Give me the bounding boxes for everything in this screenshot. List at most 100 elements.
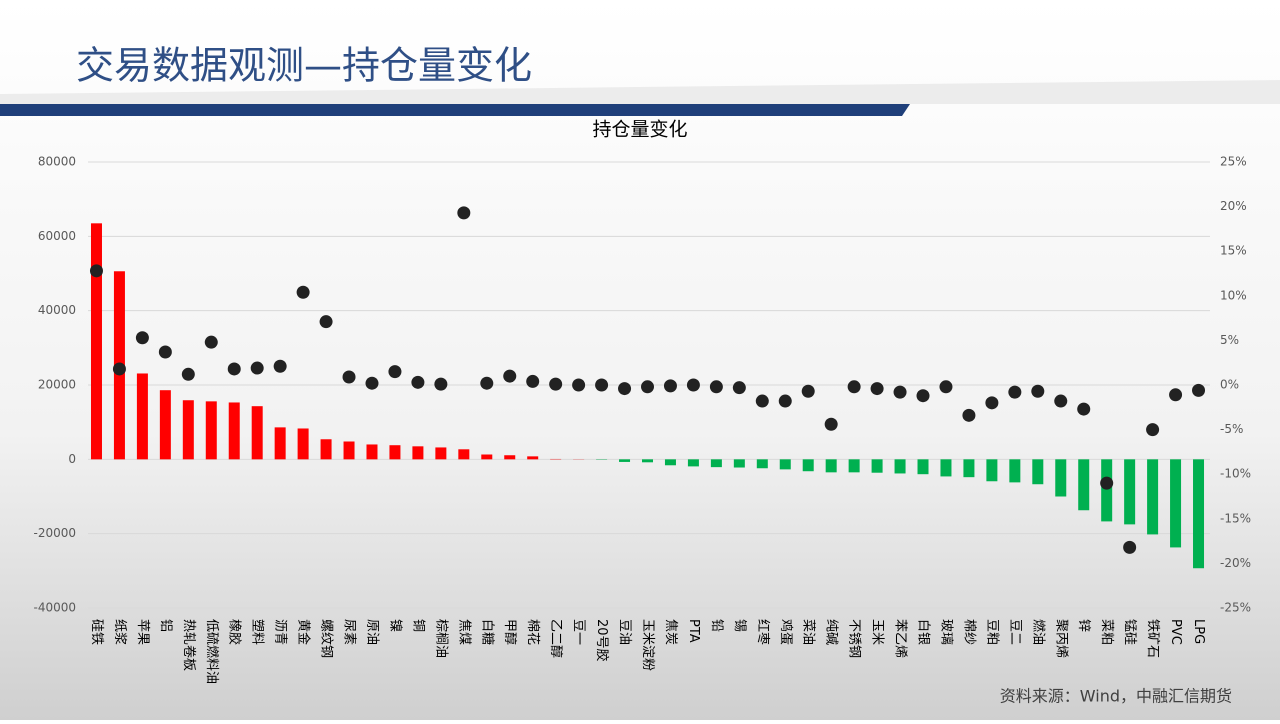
dot: [985, 396, 998, 409]
dot: [388, 365, 401, 378]
bar: [895, 459, 906, 473]
x-tick-label: 乙二醇: [548, 619, 564, 658]
bar: [1055, 459, 1066, 496]
dot: [274, 360, 287, 373]
dot: [825, 418, 838, 431]
x-tick-label: 铜: [410, 619, 425, 632]
x-tick-label: 苯乙烯: [893, 619, 908, 658]
dot: [1123, 541, 1136, 554]
dot: [320, 315, 333, 328]
dot: [618, 382, 631, 395]
source: 资料来源：Wind，中融汇信期货: [1000, 687, 1232, 706]
x-tick-label: 硅铁: [89, 619, 104, 645]
x-tick-label: 锡: [732, 619, 747, 632]
dot: [779, 395, 792, 408]
x-tick-label: 黄金: [296, 619, 312, 645]
y-tick-label: 80000: [38, 155, 76, 169]
bar: [619, 459, 630, 462]
y-tick-label: 40000: [38, 303, 76, 317]
x-tick-label: 铅: [709, 619, 724, 632]
bar: [757, 459, 768, 468]
x-tick-label: 镍: [387, 619, 402, 632]
x-tick-label: 20号胶: [594, 619, 610, 662]
x-tick-label: 玉米淀粉: [640, 619, 655, 671]
y2-tick-label: 10%: [1220, 288, 1247, 302]
bar: [688, 459, 699, 466]
bar: [412, 446, 423, 459]
x-tick-label: 棉花: [525, 619, 541, 645]
bar: [1032, 459, 1043, 484]
bar: [91, 223, 102, 459]
bar: [734, 459, 745, 467]
dot: [687, 379, 700, 392]
x-tick-label: 棕榈油: [433, 619, 448, 658]
dot: [1146, 423, 1159, 436]
dot: [297, 286, 310, 299]
y-tick-label: -40000: [33, 601, 76, 615]
bar: [826, 459, 837, 472]
bar: [1009, 459, 1020, 482]
y2-tick-label: 5%: [1220, 333, 1239, 347]
x-tick-label: 豆二: [1007, 619, 1022, 645]
x-tick-label: 低硫燃料油: [204, 619, 220, 684]
dot: [871, 382, 884, 395]
x-tick-label: 豆一: [571, 619, 586, 645]
bar: [1101, 459, 1112, 521]
x-tick-label: 铝: [158, 619, 173, 632]
slide-title: 交易数据观测—持仓量变化: [76, 44, 532, 88]
bar: [780, 459, 791, 469]
x-tick-label: 沥青: [273, 619, 288, 645]
bar: [803, 459, 814, 471]
dot: [939, 380, 952, 393]
bar: [252, 406, 263, 459]
bar: [229, 402, 240, 459]
dot: [136, 331, 149, 344]
x-tick-label: 纯碱: [824, 619, 839, 645]
x-tick-label: 聚丙烯: [1053, 619, 1068, 658]
bar: [206, 401, 217, 459]
dot: [664, 379, 677, 392]
bar: [481, 455, 492, 460]
bar: [160, 390, 171, 459]
bar: [963, 459, 974, 477]
bar: [344, 441, 355, 459]
dot: [1192, 384, 1205, 397]
y2-tick-label: -5%: [1220, 422, 1243, 436]
y2-tick-label: -10%: [1220, 467, 1251, 481]
y2-tick-label: 20%: [1220, 199, 1247, 213]
bar: [1193, 459, 1204, 568]
x-tick-label: LPG: [1191, 619, 1206, 644]
dot: [802, 385, 815, 398]
dot: [205, 336, 218, 349]
bar: [1078, 459, 1089, 510]
dot: [182, 368, 195, 381]
x-tick-label: 尿素: [342, 619, 357, 645]
dot: [503, 370, 516, 383]
x-tick-label: 棉纱: [961, 619, 976, 645]
bar: [504, 455, 515, 459]
y2-tick-label: 0%: [1220, 378, 1239, 392]
x-tick-label: PTA: [686, 619, 701, 643]
bar: [527, 456, 538, 459]
dot: [526, 375, 539, 388]
x-tick-label: 螺纹钢: [319, 619, 334, 658]
dot: [1008, 386, 1021, 399]
y2-tick-label: 25%: [1220, 155, 1247, 169]
x-tick-label: 不锈钢: [847, 619, 862, 658]
bar: [183, 400, 194, 459]
bar: [435, 447, 446, 459]
x-tick-label: 玉米: [870, 619, 885, 645]
bar: [872, 459, 883, 472]
dot: [434, 378, 447, 391]
y2-tick-label: -15%: [1220, 511, 1251, 525]
x-tick-label: 白糖: [479, 619, 495, 645]
dot: [113, 362, 126, 375]
dot: [411, 376, 424, 389]
dot: [1077, 403, 1090, 416]
y2-tick-label: 15%: [1220, 244, 1247, 258]
bar: [849, 459, 860, 472]
x-tick-label: 甲醇: [502, 619, 518, 645]
x-tick-label: 橡胶: [227, 619, 243, 645]
